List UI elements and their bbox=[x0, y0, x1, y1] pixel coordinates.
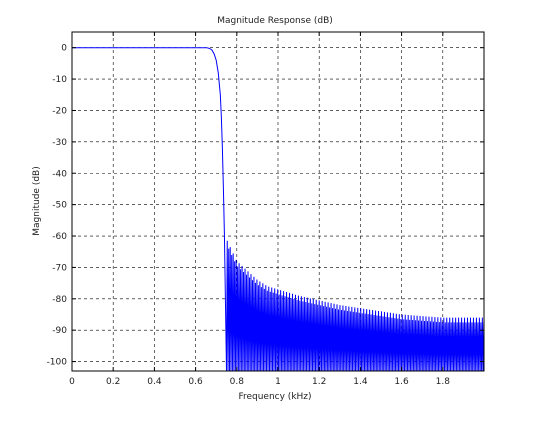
x-tick-label: 0.2 bbox=[106, 377, 120, 387]
ticks: 0 0.2 0.4 0.6 0.8 1 1.2 1.4 1.6 1.8 0 -10 -20 -30 -40 -… bbox=[47, 32, 484, 387]
x-tick-label: 1.2 bbox=[312, 377, 326, 387]
y-tick-label: -80 bbox=[52, 295, 67, 305]
y-tick-label: -100 bbox=[47, 358, 68, 368]
y-tick-label: -90 bbox=[52, 326, 67, 336]
y-tick-label: -20 bbox=[52, 106, 67, 116]
chart-title: Magnitude Response (dB) bbox=[217, 16, 333, 26]
y-tick-label: -30 bbox=[52, 138, 67, 148]
x-tick-label: 1 bbox=[275, 377, 281, 387]
x-tick-label: 1.6 bbox=[394, 377, 409, 387]
y-axis-label: Magnitude (dB) bbox=[32, 166, 42, 235]
y-tick-label: -60 bbox=[52, 232, 67, 242]
y-tick-label: -10 bbox=[52, 75, 67, 85]
y-tick-label: 0 bbox=[61, 44, 67, 54]
x-tick-label: 0.8 bbox=[230, 377, 245, 387]
y-tick-label: -50 bbox=[52, 201, 67, 211]
series-layer bbox=[72, 47, 485, 372]
x-tick-label: 1.8 bbox=[436, 377, 451, 387]
x-tick-label: 0 bbox=[69, 377, 75, 387]
x-axis-label: Frequency (kHz) bbox=[238, 392, 311, 402]
y-tick-label: -70 bbox=[52, 263, 67, 273]
magnitude-response-line bbox=[72, 47, 485, 372]
x-tick-label: 0.6 bbox=[188, 377, 203, 387]
x-tick-label: 1.4 bbox=[353, 377, 368, 387]
y-tick-label: -40 bbox=[52, 169, 67, 179]
x-tick-label: 0.4 bbox=[147, 377, 162, 387]
